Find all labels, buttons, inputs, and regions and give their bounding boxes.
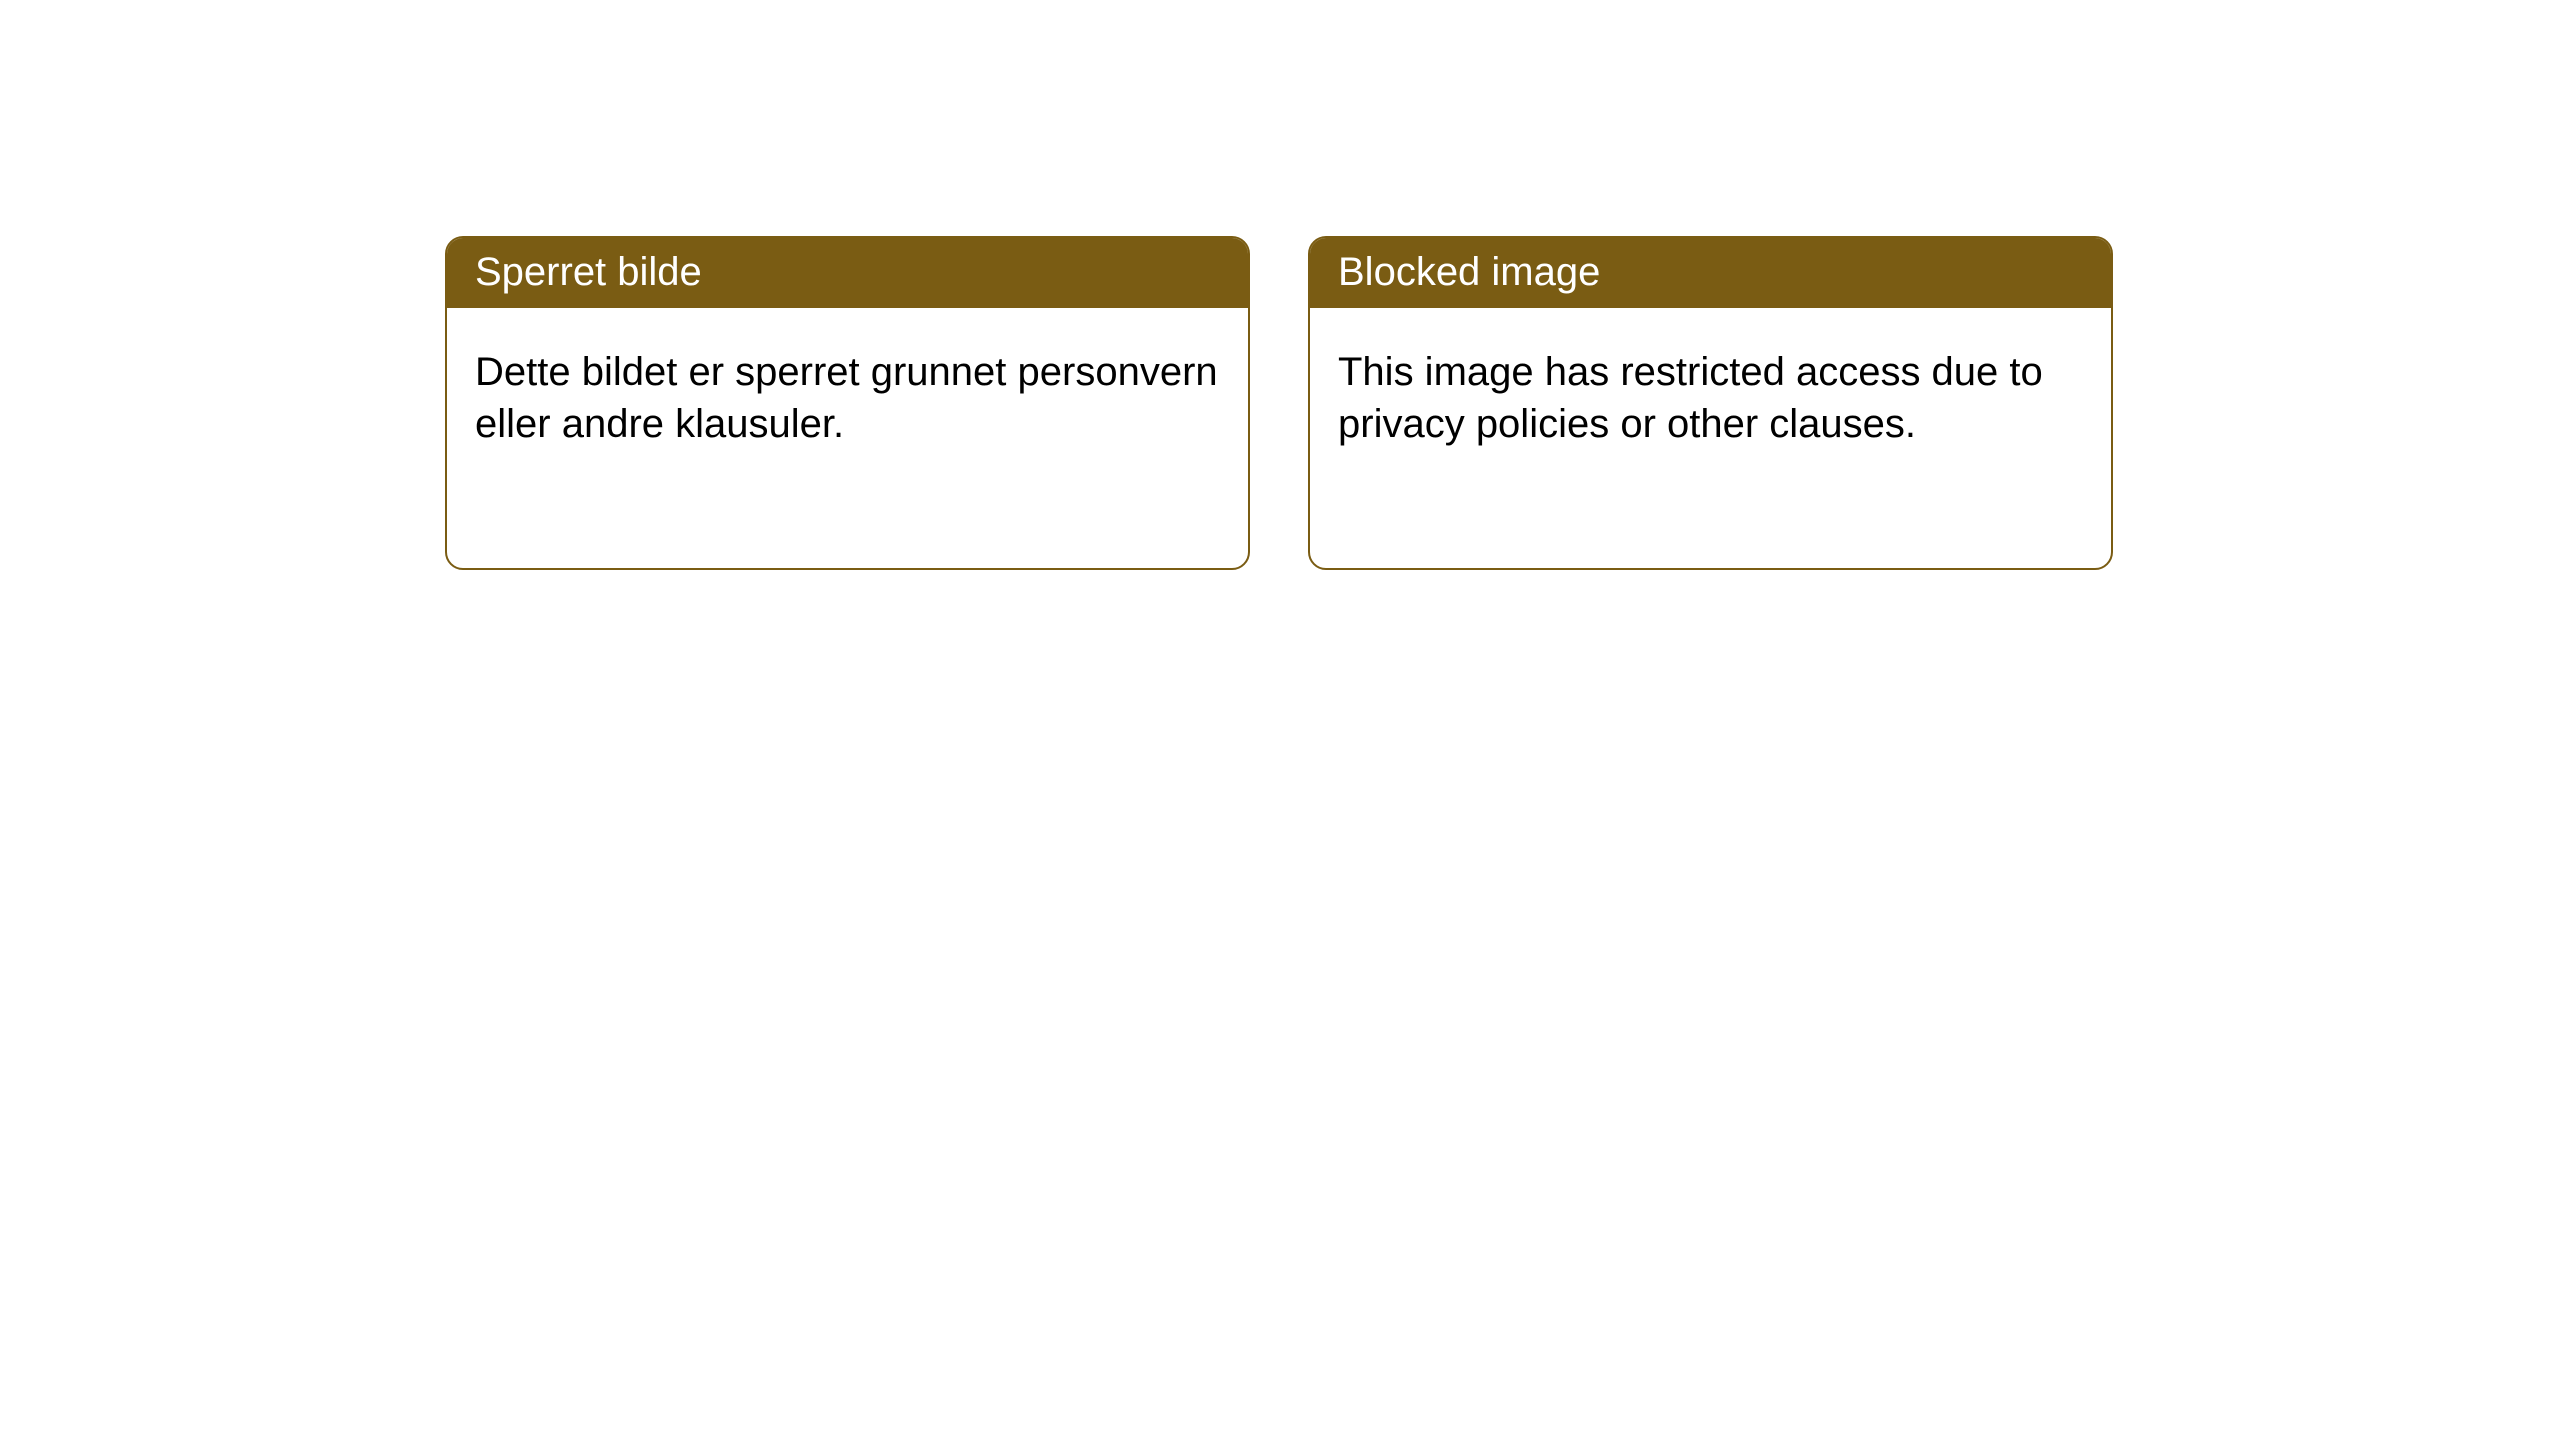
notice-card-english: Blocked image This image has restricted …	[1308, 236, 2113, 570]
notice-container: Sperret bilde Dette bildet er sperret gr…	[445, 236, 2113, 570]
notice-card-title: Blocked image	[1310, 238, 2111, 308]
notice-card-body: Dette bildet er sperret grunnet personve…	[447, 308, 1248, 478]
notice-card-norwegian: Sperret bilde Dette bildet er sperret gr…	[445, 236, 1250, 570]
notice-card-title: Sperret bilde	[447, 238, 1248, 308]
notice-card-body: This image has restricted access due to …	[1310, 308, 2111, 478]
